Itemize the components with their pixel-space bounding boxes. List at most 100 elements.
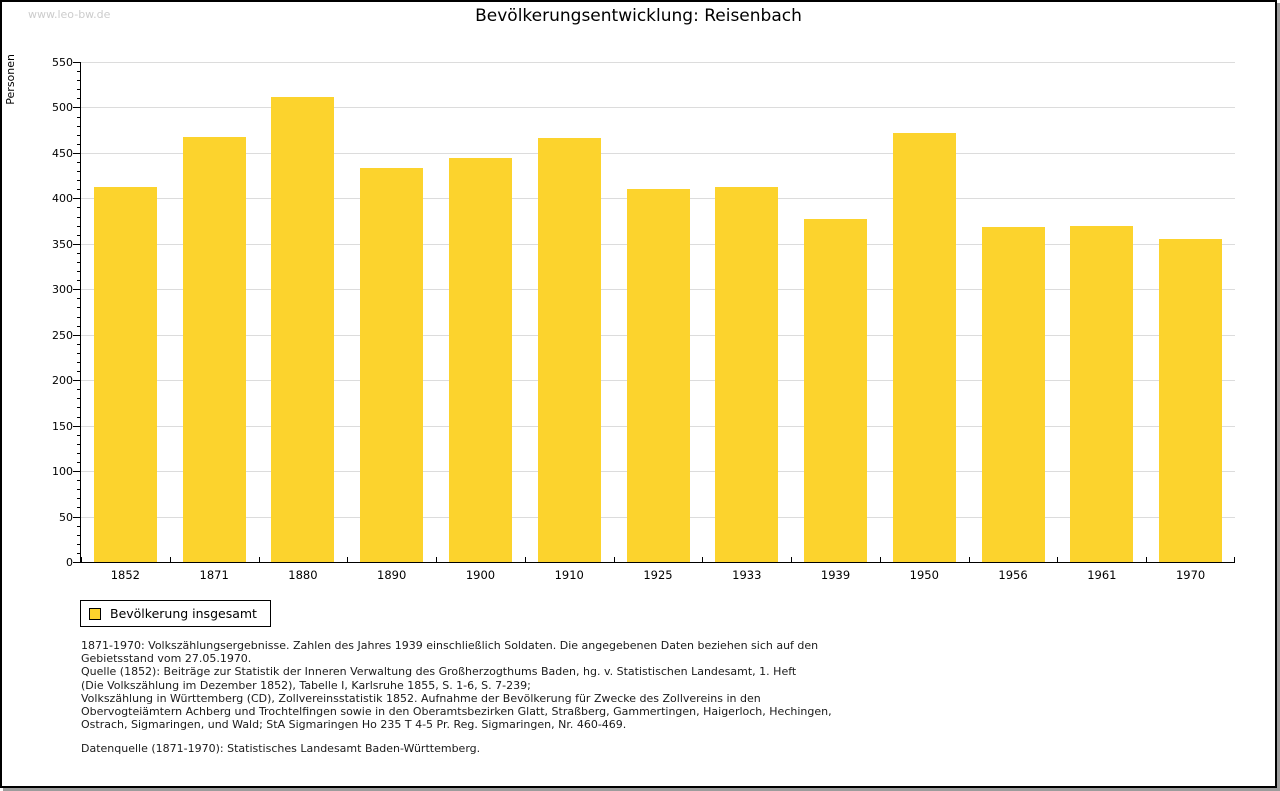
y-tick-30	[77, 534, 81, 536]
y-tick-460	[77, 143, 81, 145]
y-tick-440	[77, 162, 81, 163]
x-boundary-tick	[1146, 557, 1148, 562]
y-tick-370	[77, 225, 81, 227]
x-boundary-tick	[1057, 557, 1059, 562]
y-tick-380	[77, 216, 81, 218]
y-tick-340	[77, 252, 81, 254]
y-tick-10	[77, 552, 81, 554]
y-tick-390	[77, 207, 81, 209]
y-tick-320	[77, 271, 81, 273]
gridline-550	[81, 62, 1235, 63]
y-tick-160	[77, 416, 81, 418]
y-axis-title: Personen	[4, 54, 17, 105]
y-tick-label-100: 100	[52, 465, 73, 479]
y-tick-label-0: 0	[66, 556, 73, 569]
footnote-line: Ostrach, Sigmaringen, und Wald; StA Sigm…	[81, 718, 627, 732]
x-tick-label-1933: 1933	[732, 568, 762, 582]
watermark: www.leo-bw.de	[28, 8, 111, 21]
x-tick-label-1939: 1939	[820, 568, 851, 582]
y-tick-40	[77, 525, 81, 527]
y-tick-label-450: 450	[52, 146, 73, 160]
y-tick-170	[77, 407, 81, 409]
legend-label: Bevölkerung insgesamt	[110, 606, 257, 621]
y-tick-450	[73, 152, 81, 154]
y-tick-label-50: 50	[59, 510, 73, 524]
y-tick-label-400: 400	[52, 192, 73, 206]
y-tick-410	[77, 189, 81, 191]
x-boundary-tick	[436, 557, 438, 562]
x-tick-label-1910: 1910	[554, 568, 584, 582]
gridline-450	[81, 152, 1235, 154]
x-boundary-tick	[81, 557, 82, 562]
x-boundary-tick	[347, 557, 349, 562]
x-boundary-tick	[968, 557, 970, 562]
y-tick-label-350: 350	[52, 237, 73, 251]
bar-1961	[1070, 225, 1134, 562]
y-tick-280	[77, 307, 81, 309]
y-tick-90	[77, 480, 81, 482]
bar-1950	[892, 132, 956, 562]
legend-box: Bevölkerung insgesamt	[80, 600, 271, 627]
y-tick-20	[77, 543, 81, 545]
y-tick-200	[73, 380, 81, 382]
y-tick-label-300: 300	[52, 283, 73, 297]
footnote-line: Quelle (1852): Beiträge zur Statistik de…	[81, 665, 797, 679]
bar-1871	[182, 136, 246, 562]
footnote-line: Obervogteiämtern Achberg und Trochtelfin…	[81, 705, 832, 719]
y-tick-520	[77, 89, 81, 91]
y-tick-250	[73, 334, 81, 336]
y-tick-300	[73, 289, 81, 291]
y-tick-400	[73, 198, 81, 200]
y-tick-150	[73, 425, 81, 427]
bar-1852	[93, 187, 157, 562]
bar-1933	[715, 186, 779, 562]
x-tick-label-1961: 1961	[1087, 568, 1117, 582]
bar-1900	[448, 158, 512, 562]
x-tick-label-1970: 1970	[1175, 568, 1206, 582]
x-boundary-tick	[879, 557, 881, 562]
y-tick-350	[73, 243, 81, 245]
y-tick-50	[73, 516, 81, 518]
bar-1925	[626, 189, 690, 562]
y-tick-310	[77, 280, 81, 282]
y-tick-360	[77, 234, 81, 236]
bar-1880	[271, 97, 335, 562]
datasource-line: Datenquelle (1871-1970): Statistisches L…	[81, 742, 481, 755]
y-tick-490	[77, 116, 81, 118]
bar-1956	[981, 227, 1045, 562]
y-tick-510	[77, 98, 81, 100]
x-boundary-tick	[169, 557, 171, 562]
y-tick-130	[77, 443, 81, 445]
y-tick-70	[77, 498, 81, 500]
y-tick-530	[77, 80, 81, 82]
y-tick-60	[77, 507, 81, 509]
x-boundary-tick	[1234, 557, 1235, 562]
y-tick-420	[77, 180, 81, 182]
x-tick-label-1956: 1956	[998, 568, 1028, 582]
y-tick-140	[77, 434, 81, 436]
y-tick-550	[73, 62, 81, 63]
x-tick-label-1925: 1925	[643, 568, 673, 582]
footnote-line: Volkszählung in Württemberg (CD), Zollve…	[81, 691, 761, 705]
y-tick-480	[77, 125, 81, 127]
bar-1910	[537, 138, 601, 562]
bar-1890	[360, 168, 424, 562]
y-tick-190	[77, 389, 81, 391]
y-tick-label-250: 250	[52, 328, 73, 342]
x-tick-label-1871: 1871	[199, 568, 229, 582]
y-tick-80	[77, 489, 81, 491]
y-tick-230	[77, 352, 81, 354]
y-tick-470	[77, 134, 81, 136]
footnote-line: 1871-1970: Volkszählungsergebnisse. Zahl…	[81, 639, 819, 652]
y-tick-270	[77, 316, 81, 318]
x-boundary-tick	[524, 557, 526, 562]
y-tick-120	[77, 452, 81, 454]
y-tick-110	[77, 462, 81, 463]
y-tick-290	[77, 298, 81, 300]
y-tick-500	[73, 107, 81, 109]
y-tick-180	[77, 398, 81, 400]
x-boundary-tick	[702, 557, 704, 562]
x-tick-label-1890: 1890	[377, 568, 407, 582]
y-tick-240	[77, 343, 81, 345]
x-tick-label-1852: 1852	[110, 568, 141, 582]
